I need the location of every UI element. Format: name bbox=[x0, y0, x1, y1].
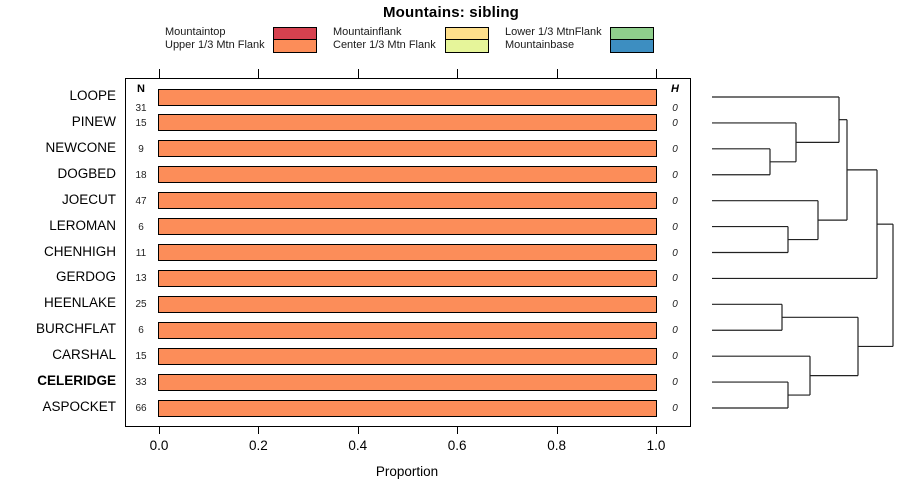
x-tick-bottom bbox=[357, 427, 359, 434]
n-column-header: N bbox=[137, 83, 145, 95]
h-value: 0 bbox=[672, 169, 678, 181]
y-axis-label: LEROMAN bbox=[49, 217, 116, 233]
x-tick-top bbox=[656, 69, 657, 78]
bar-gerdog bbox=[158, 269, 657, 287]
h-value: 0 bbox=[672, 403, 678, 414]
h-value: 0 bbox=[672, 299, 678, 311]
legend-label: Center 1/3 Mtn Flank bbox=[333, 39, 436, 51]
h-value: 0 bbox=[672, 103, 678, 114]
x-tick-label: 0.0 bbox=[149, 438, 169, 453]
legend-swatch-mountainflank bbox=[445, 27, 489, 40]
x-tick-bottom bbox=[656, 427, 657, 434]
y-axis-label: DOGBED bbox=[57, 165, 116, 181]
bar-loope bbox=[158, 88, 657, 106]
x-tick-label: 0.4 bbox=[348, 438, 368, 453]
n-value: 18 bbox=[135, 169, 147, 181]
x-tick-top bbox=[457, 69, 459, 78]
bar-pinew bbox=[158, 114, 657, 132]
y-axis-label: CHENHIGH bbox=[43, 243, 116, 259]
chart-title: Mountains: sibling bbox=[382, 4, 520, 21]
h-value: 0 bbox=[672, 325, 678, 337]
x-tick-label: 1.0 bbox=[646, 438, 666, 453]
h-value: 0 bbox=[672, 377, 678, 389]
bar-carshal bbox=[158, 347, 657, 365]
x-tick-bottom bbox=[556, 427, 558, 434]
legend-label: Mountaintop bbox=[165, 26, 226, 38]
n-value: 66 bbox=[135, 403, 147, 414]
n-value: 25 bbox=[135, 299, 147, 311]
x-tick-bottom bbox=[258, 427, 260, 434]
y-axis-label: LOOPE bbox=[69, 88, 116, 103]
x-tick-top bbox=[556, 69, 558, 78]
legend-swatch-mountaintop bbox=[273, 27, 317, 40]
bar-aspocket bbox=[158, 399, 657, 417]
y-axis-label: CELERIDGE bbox=[37, 373, 116, 389]
n-value: 13 bbox=[135, 273, 147, 285]
x-tick-label: 0.2 bbox=[249, 438, 268, 453]
bar-dogbed bbox=[158, 166, 657, 184]
legend-swatch-upper-flank bbox=[273, 40, 317, 53]
x-tick-bottom bbox=[457, 427, 459, 434]
y-axis-label: PINEW bbox=[71, 113, 116, 129]
h-column-header: H bbox=[671, 83, 679, 95]
h-value: 0 bbox=[672, 195, 678, 207]
legend-swatch-mountainbase bbox=[610, 40, 654, 53]
h-value: 0 bbox=[672, 247, 678, 259]
n-value: 15 bbox=[135, 351, 147, 363]
h-value: 0 bbox=[672, 143, 678, 155]
n-value: 15 bbox=[135, 117, 147, 129]
x-tick-bottom bbox=[159, 427, 160, 434]
legend-label: Mountainflank bbox=[333, 26, 402, 38]
h-value: 0 bbox=[672, 117, 678, 129]
bar-chenhigh bbox=[158, 244, 657, 261]
x-tick-top bbox=[159, 69, 160, 78]
bar-heenlake bbox=[158, 295, 657, 313]
legend-column-2: Mountainflank Center 1/3 Mtn Flank bbox=[333, 26, 489, 53]
legend-label: Mountainbase bbox=[505, 39, 575, 51]
x-tick-top bbox=[357, 69, 359, 78]
bar-joecut bbox=[158, 192, 657, 210]
y-axis-label: GERDOG bbox=[55, 269, 116, 285]
legend-swatch-center-flank bbox=[445, 40, 489, 53]
x-axis-title: Proportion bbox=[375, 464, 439, 479]
n-value: 33 bbox=[135, 377, 147, 389]
n-value: 11 bbox=[135, 247, 147, 259]
y-axis-label: BURCHFLAT bbox=[35, 321, 116, 337]
y-axis-label: JOECUT bbox=[62, 191, 116, 207]
legend-column-1: Mountaintop Upper 1/3 Mtn Flank bbox=[165, 26, 317, 53]
y-axis-label: HEENLAKE bbox=[43, 295, 116, 311]
legend-label: Lower 1/3 MtnFlank bbox=[505, 26, 602, 38]
x-tick-label: 0.6 bbox=[447, 438, 467, 453]
bar-burchflat bbox=[158, 321, 657, 339]
h-value: 0 bbox=[672, 351, 678, 363]
n-value: 6 bbox=[138, 325, 144, 337]
y-axis-label: NEWCONE bbox=[45, 139, 117, 155]
bar-celeridge bbox=[158, 373, 657, 391]
legend-swatch-lower-flank bbox=[610, 27, 654, 40]
h-value: 0 bbox=[672, 273, 678, 285]
x-tick-label: 0.8 bbox=[547, 438, 566, 453]
legend-label: Upper 1/3 Mtn Flank bbox=[165, 39, 265, 51]
y-axis-label: CARSHAL bbox=[52, 347, 116, 363]
y-axis-label: ASPOCKET bbox=[42, 399, 116, 414]
h-value: 0 bbox=[672, 221, 678, 233]
legend-column-3: Lower 1/3 MtnFlank Mountainbase bbox=[505, 26, 654, 53]
bar-newcone bbox=[158, 140, 657, 158]
n-value: 31 bbox=[135, 103, 147, 114]
n-value: 9 bbox=[138, 143, 144, 155]
dendrogram bbox=[712, 96, 894, 409]
bar-leroman bbox=[158, 218, 657, 236]
n-value: 6 bbox=[138, 221, 144, 233]
x-tick-top bbox=[258, 69, 260, 78]
n-value: 47 bbox=[135, 195, 147, 207]
